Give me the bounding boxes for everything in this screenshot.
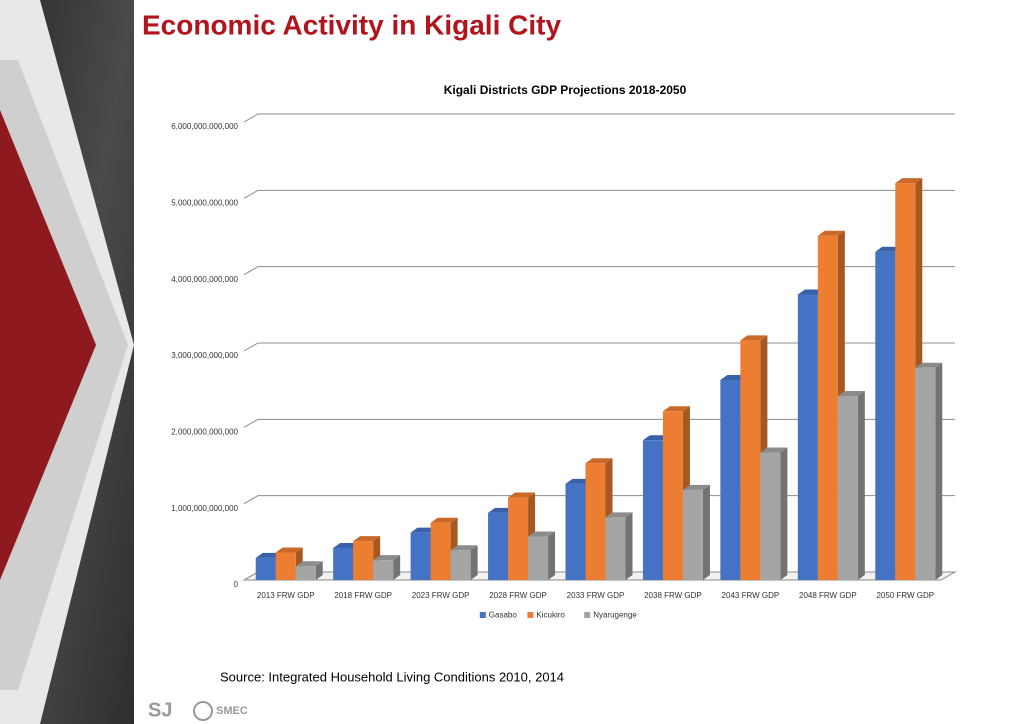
bar-side (470, 545, 478, 580)
chart-title: Kigali Districts GDP Projections 2018-20… (444, 83, 687, 97)
slide-title: Economic Activity in Kigali City (142, 9, 561, 40)
y-tick-label: 6,000,000,000,000 (171, 122, 238, 131)
bar-front (682, 489, 703, 580)
bar-top (915, 362, 943, 368)
bar-front (662, 411, 683, 580)
y-tick-label: 2,000,000,000,000 (171, 427, 238, 436)
bar-front (797, 294, 818, 580)
bar-top (508, 492, 536, 498)
bar-front (585, 463, 606, 580)
x-tick-label: 2033 FRW GDP (567, 591, 625, 600)
bar-front (817, 235, 838, 580)
bar-side (935, 362, 943, 580)
bar-front (488, 512, 509, 580)
legend-swatch (527, 612, 534, 618)
bar (373, 555, 401, 580)
x-tick-label: 2043 FRW GDP (722, 591, 780, 600)
bar-front (915, 367, 936, 580)
bar-front (373, 560, 394, 580)
bar-top (353, 536, 381, 542)
bar-front (605, 517, 626, 580)
bar-side (548, 531, 556, 580)
bar-top (760, 447, 788, 453)
y-tick-label: 0 (234, 580, 239, 589)
bar-side (702, 484, 710, 580)
bar-top (295, 561, 323, 567)
x-tick-label: 2038 FRW GDP (644, 591, 702, 600)
y-tick-label: 3,000,000,000,000 (171, 351, 238, 360)
logo-globe (193, 701, 213, 721)
x-tick-label: 2013 FRW GDP (257, 591, 315, 600)
bar-top (373, 555, 401, 561)
bar (295, 561, 323, 580)
bar-top (430, 517, 458, 523)
legend-label: Kicukiro (536, 611, 565, 620)
logo-text: SJ (148, 699, 172, 721)
bar-top (528, 531, 556, 537)
x-tick-label: 2028 FRW GDP (489, 591, 547, 600)
x-tick-label: 2050 FRW GDP (876, 591, 934, 600)
bar-top (450, 545, 478, 551)
bar-side (393, 555, 401, 580)
bar (915, 362, 943, 580)
legend-swatch (479, 612, 486, 618)
y-tick-label: 5,000,000,000,000 (171, 198, 238, 207)
chart: 0 1,000,000,000,000 2,000,000,000,000 3,000… (171, 113, 957, 620)
bar-front (837, 396, 858, 580)
bar-side (857, 391, 865, 580)
bar-front (642, 440, 663, 580)
bar-front (760, 452, 781, 580)
y-tick-label: 1,000,000,000,000 (171, 504, 238, 513)
bar (837, 391, 865, 580)
bar-top (740, 335, 768, 341)
bar-front (275, 552, 296, 580)
bar (760, 447, 788, 580)
bar-front (295, 566, 316, 580)
grid-line (243, 266, 955, 276)
grid-line (243, 189, 955, 199)
bar-side (625, 512, 633, 580)
bar-top (817, 230, 845, 236)
bar-front (565, 483, 586, 580)
bar-front (875, 251, 896, 580)
bar-front (410, 532, 431, 580)
bar-front (450, 550, 471, 580)
bar-top (895, 178, 923, 184)
legend-label: Gasabo (489, 611, 518, 620)
source-note: Source: Integrated Household Living Cond… (220, 669, 564, 684)
bar-top (837, 391, 865, 397)
bar-top (662, 406, 690, 412)
bar-top (585, 458, 613, 464)
bar-front (895, 183, 916, 581)
bar-side (780, 447, 788, 580)
x-tick-label: 2018 FRW GDP (334, 591, 392, 600)
bar (605, 512, 633, 580)
x-tick-label: 2023 FRW GDP (412, 591, 470, 600)
grid-line (243, 342, 955, 352)
bar (528, 531, 556, 580)
bar-front (333, 547, 354, 580)
bar-front (508, 497, 529, 580)
bar (450, 545, 478, 580)
bar-top (275, 547, 303, 553)
bar (682, 484, 710, 580)
bar-front (740, 340, 761, 580)
logo-text: SMEC (216, 705, 248, 717)
bar-top (682, 484, 710, 490)
side-decoration (0, 0, 134, 724)
bar-top (605, 512, 633, 518)
bar-front (528, 536, 549, 580)
bar-front (353, 541, 374, 580)
bar-front (430, 522, 451, 580)
y-tick-label: 4,000,000,000,000 (171, 275, 238, 284)
grid-line (243, 113, 955, 123)
bar-front (720, 380, 741, 580)
bar-side (315, 561, 323, 580)
legend-swatch (584, 612, 591, 618)
x-tick-label: 2048 FRW GDP (799, 591, 857, 600)
legend-label: Nyarugenge (593, 611, 637, 620)
bar-front (255, 557, 276, 580)
